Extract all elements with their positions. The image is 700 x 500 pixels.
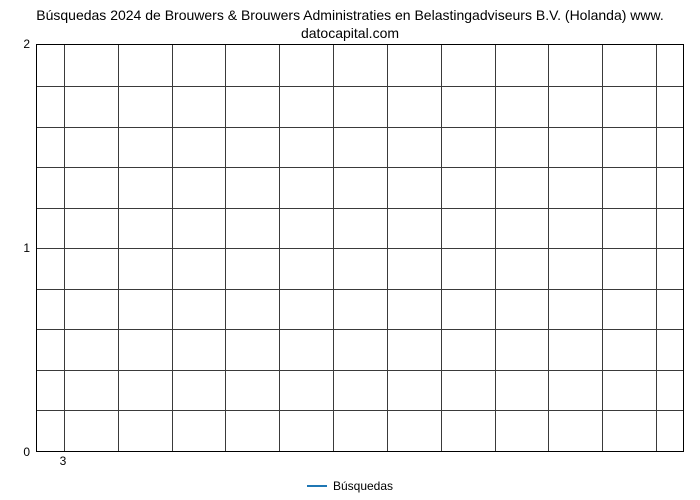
grid-line-vertical [333, 45, 334, 451]
grid-line-vertical [172, 45, 173, 451]
grid-line-horizontal [37, 86, 683, 87]
grid-line-vertical [387, 45, 388, 451]
grid-line-horizontal [37, 127, 683, 128]
grid-line-horizontal [37, 410, 683, 411]
x-axis-spacer [6, 452, 36, 472]
grid-line-horizontal [37, 248, 683, 249]
chart-title: Búsquedas 2024 de Brouwers & Brouwers Ad… [0, 0, 700, 44]
legend-swatch [307, 485, 327, 487]
chart-title-line2: datocapital.com [301, 25, 399, 41]
grid-line-horizontal [37, 289, 683, 290]
grid-line-horizontal [37, 208, 683, 209]
legend: Búsquedas [0, 472, 700, 500]
grid-line-horizontal [37, 370, 683, 371]
x-axis-row: 3 [0, 452, 700, 472]
grid-line-vertical [441, 45, 442, 451]
x-axis: 3 [36, 452, 684, 472]
y-tick-label: 2 [23, 37, 30, 51]
legend-label: Búsquedas [333, 479, 393, 493]
chart-container: Búsquedas 2024 de Brouwers & Brouwers Ad… [0, 0, 700, 500]
y-axis: 012 [6, 44, 36, 452]
grid-line-horizontal [37, 167, 683, 168]
x-tick-label: 3 [60, 454, 67, 468]
plot-row: 012 [0, 44, 700, 452]
grid-line-vertical [64, 45, 65, 451]
y-tick-label: 1 [23, 241, 30, 255]
grid-line-vertical [495, 45, 496, 451]
grid-line-vertical [548, 45, 549, 451]
grid-line-vertical [656, 45, 657, 451]
grid-line-vertical [118, 45, 119, 451]
plot-area [36, 44, 684, 452]
grid-line-vertical [225, 45, 226, 451]
chart-title-line1: Búsquedas 2024 de Brouwers & Brouwers Ad… [36, 7, 663, 23]
y-tick-label: 0 [23, 445, 30, 459]
grid-line-vertical [279, 45, 280, 451]
grid-line-horizontal [37, 329, 683, 330]
grid-line-vertical [602, 45, 603, 451]
axes-column [36, 44, 694, 452]
